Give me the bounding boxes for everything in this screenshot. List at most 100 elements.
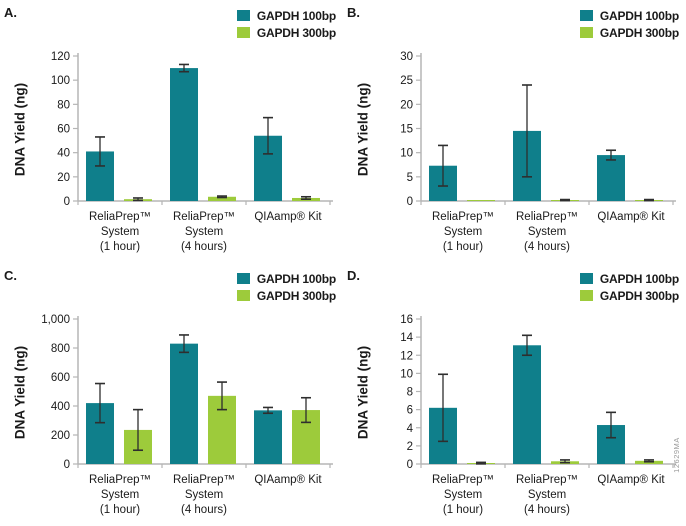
bar-gapdh-300bp: [467, 200, 495, 201]
y-tick-label: 60: [57, 124, 70, 136]
x-category-label: System: [185, 489, 223, 501]
x-category-label: System: [101, 489, 139, 501]
bar-chart-d: 0 2 4 6 8 10 12 14 16 ReliaPrep™ System (1 hour) Rel…: [400, 314, 676, 516]
y-tick-label: 20: [57, 172, 70, 184]
x-category-label: ReliaPrep™: [432, 474, 494, 486]
y-tick-label: 15: [400, 124, 413, 136]
x-category-label: (4 hours): [181, 504, 227, 516]
y-tick-label: 0: [407, 196, 413, 208]
x-category-label: ReliaPrep™: [516, 211, 578, 223]
legend-d: GAPDH 100bp GAPDH 300bp: [579, 270, 679, 304]
legend-swatch-gapdh-100bp: [579, 273, 593, 284]
bar-chart-a: 0 20 40 60 80 100 120 ReliaPrep™ System (1 hour) R…: [51, 51, 333, 253]
x-category-label: ReliaPrep™: [173, 474, 235, 486]
x-category-label: QIAamp® Kit: [597, 474, 665, 486]
y-tick-label: 4: [407, 423, 414, 435]
y-tick-label: 20: [400, 99, 413, 111]
x-category-label: System: [444, 226, 482, 238]
panel-a: A. GAPDH 100bp GAPDH 300bp DNA Yield (ng…: [0, 0, 343, 263]
y-tick-label: 25: [400, 75, 413, 87]
y-tick-label: 2: [407, 441, 413, 453]
bar-gapdh-300bp: [208, 196, 236, 201]
panel-label-d: D.: [347, 268, 360, 283]
bar-chart-c: 0 200 400 600 800 1,000 ReliaPrep™ System (1 hou…: [41, 314, 333, 516]
legend-swatch-gapdh-300bp: [579, 27, 593, 38]
y-tick-label: 0: [64, 459, 70, 471]
x-category-label: QIAamp® Kit: [254, 474, 322, 486]
legend-label-gapdh-100bp: GAPDH 100bp: [599, 271, 679, 286]
y-tick-label: 10: [400, 368, 413, 380]
x-category-label: System: [444, 489, 482, 501]
x-category-label: (1 hour): [100, 504, 140, 516]
legend-row: GAPDH 300bp: [236, 24, 336, 41]
bar-gapdh-100bp: [597, 155, 625, 201]
y-tick-label: 800: [51, 343, 70, 355]
legend-row: GAPDH 300bp: [579, 287, 679, 304]
legend-row: GAPDH 300bp: [579, 24, 679, 41]
legend-label-gapdh-100bp: GAPDH 100bp: [256, 8, 336, 23]
y-tick-label: 80: [57, 99, 70, 111]
x-category-label: ReliaPrep™: [432, 211, 494, 223]
x-category-label: System: [528, 226, 566, 238]
y-tick-label: 14: [400, 332, 413, 344]
legend-swatch-gapdh-300bp: [236, 27, 250, 38]
x-category-label: QIAamp® Kit: [597, 211, 665, 223]
bar-gapdh-100bp: [170, 68, 198, 201]
legend-label-gapdh-100bp: GAPDH 100bp: [599, 8, 679, 23]
x-category-label: (1 hour): [443, 504, 483, 516]
panel-label-b: B.: [347, 5, 360, 20]
x-category-label: (4 hours): [524, 504, 570, 516]
legend-label-gapdh-300bp: GAPDH 300bp: [599, 288, 679, 303]
x-category-label: (4 hours): [181, 241, 227, 253]
y-tick-label: 200: [51, 430, 70, 442]
y-tick-label: 16: [400, 314, 413, 326]
x-category-label: ReliaPrep™: [89, 211, 151, 223]
legend-row: GAPDH 300bp: [236, 287, 336, 304]
legend-label-gapdh-300bp: GAPDH 300bp: [599, 25, 679, 40]
bar-gapdh-100bp: [170, 343, 198, 464]
panel-label-c: C.: [4, 268, 17, 283]
y-tick-label: 10: [400, 148, 413, 160]
y-tick-label: 6: [407, 405, 413, 417]
figure-id-watermark: 12629MA: [672, 437, 681, 473]
bar-gapdh-100bp: [513, 345, 541, 464]
bar-chart-b: 0 5 10 15 20 25 30 ReliaPrep™ System (1 hour) Reli…: [400, 51, 676, 253]
legend-b: GAPDH 100bp GAPDH 300bp: [579, 7, 679, 41]
legend-swatch-gapdh-100bp: [236, 273, 250, 284]
panel-label-a: A.: [4, 5, 17, 20]
x-category-label: (4 hours): [524, 241, 570, 253]
y-tick-label: 0: [64, 196, 70, 208]
legend-swatch-gapdh-100bp: [236, 10, 250, 21]
y-tick-label: 100: [51, 75, 70, 87]
panel-c: C. GAPDH 100bp GAPDH 300bp DNA Yield (ng…: [0, 263, 343, 526]
x-category-label: ReliaPrep™: [516, 474, 578, 486]
x-category-label: ReliaPrep™: [89, 474, 151, 486]
x-category-label: System: [101, 226, 139, 238]
legend-label-gapdh-100bp: GAPDH 100bp: [256, 271, 336, 286]
y-tick-label: 400: [51, 401, 70, 413]
legend-row: GAPDH 100bp: [236, 7, 336, 24]
y-tick-label: 0: [407, 459, 413, 471]
legend-swatch-gapdh-300bp: [579, 290, 593, 301]
x-category-label: ReliaPrep™: [173, 211, 235, 223]
legend-label-gapdh-300bp: GAPDH 300bp: [256, 288, 336, 303]
y-tick-label: 40: [57, 148, 70, 160]
x-category-label: System: [528, 489, 566, 501]
x-category-label: QIAamp® Kit: [254, 211, 322, 223]
legend-row: GAPDH 100bp: [579, 7, 679, 24]
x-category-label: (1 hour): [100, 241, 140, 253]
x-category-label: System: [185, 226, 223, 238]
bar-gapdh-100bp: [254, 410, 282, 464]
legend-label-gapdh-300bp: GAPDH 300bp: [256, 25, 336, 40]
x-category-label: (1 hour): [443, 241, 483, 253]
y-tick-label: 1,000: [41, 314, 70, 326]
y-tick-label: 600: [51, 372, 70, 384]
y-tick-label: 5: [407, 172, 413, 184]
y-tick-label: 30: [400, 51, 413, 63]
y-tick-label: 120: [51, 51, 70, 63]
legend-row: GAPDH 100bp: [236, 270, 336, 287]
y-tick-label: 12: [400, 350, 413, 362]
legend-swatch-gapdh-300bp: [236, 290, 250, 301]
